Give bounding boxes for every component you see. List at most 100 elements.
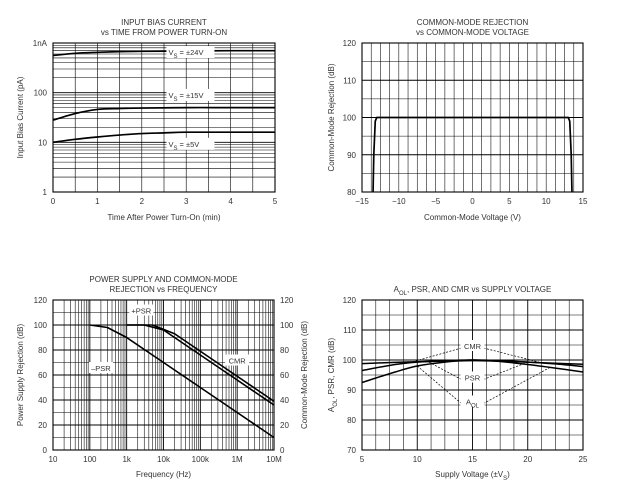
y2-tick-label: 100 — [280, 321, 294, 330]
x-tick-label: −10 — [392, 197, 406, 206]
y-tick-label: 100 — [34, 321, 48, 330]
plot-frame — [52, 42, 276, 193]
chart-title: COMMON-MODE REJECTION — [417, 18, 529, 27]
x-tick-label: 1 — [95, 197, 100, 206]
series-label: PSR — [465, 374, 481, 383]
series-label-bg — [129, 304, 154, 316]
y-tick-label: 1nA — [33, 39, 48, 48]
chart-aol-psr-cmr-vs-supply: AOL, PSR, AND CMR vs SUPPLY VOLTAGE 5 10 15… — [327, 285, 588, 482]
x-tick-label: 25 — [579, 455, 588, 464]
chart-title: POWER SUPPLY AND COMMON-MODE — [89, 275, 237, 284]
series-label: AOL — [466, 398, 480, 410]
y-tick-label: 1 — [43, 188, 48, 197]
x-tick-label: 15 — [468, 455, 477, 464]
series-label-bg — [460, 395, 485, 407]
y2-tick-label: 120 — [280, 296, 294, 305]
series-line — [89, 324, 275, 439]
series-label: VS = ±5V — [168, 140, 199, 152]
y2-tick-label: 80 — [280, 346, 289, 355]
series-line — [126, 324, 275, 402]
y-tick-label: 120 — [343, 39, 357, 48]
y-tick-label: 20 — [38, 421, 47, 430]
y-axis-label: Common-Mode Rejection (dB) — [327, 63, 336, 171]
x-tick-label: 5 — [507, 197, 512, 206]
y-tick-label: 100 — [34, 89, 48, 98]
x-tick-label: 2 — [140, 197, 145, 206]
y-tick-label: 0 — [43, 446, 48, 455]
y-tick-label: 90 — [347, 151, 356, 160]
y-tick-label: 40 — [38, 396, 47, 405]
y-axis-label: AOL, PSR, CMR (dB) — [327, 338, 339, 413]
plot-frame — [52, 299, 275, 451]
series-label: +PSR — [131, 307, 151, 316]
chart-subtitle: REJECTION vs FREQUENCY — [109, 285, 218, 294]
y-axis-label: Input Bias Current (pA) — [16, 76, 25, 158]
y2-tick-label: 60 — [280, 371, 289, 380]
y-tick-label: 100 — [343, 114, 357, 123]
y2-tick-label: 0 — [280, 446, 285, 455]
x-tick-label: 15 — [579, 197, 588, 206]
y-tick-label: 110 — [343, 326, 356, 335]
series-line — [52, 49, 276, 57]
leader-line — [483, 361, 528, 380]
x-tick-label: −5 — [431, 197, 441, 206]
chart-subtitle: vs COMMON-MODE VOLTAGE — [416, 28, 529, 37]
y-tick-label: 90 — [347, 386, 356, 395]
leader-line — [417, 365, 462, 404]
chart-subtitle: vs TIME FROM POWER TURN-ON — [101, 28, 228, 37]
x-tick-label: 10M — [266, 455, 282, 464]
series-line — [372, 116, 573, 193]
x-tick-label: 1M — [232, 455, 243, 464]
series-line — [52, 131, 275, 144]
series-label: CMR — [229, 357, 247, 366]
y-tick-label: 80 — [38, 346, 47, 355]
x-tick-label: −15 — [355, 197, 369, 206]
series-label-bg — [88, 362, 113, 373]
series-label-bg — [166, 88, 215, 101]
leader-line — [483, 367, 551, 404]
plot-frame — [361, 42, 584, 193]
series-label-bg — [166, 137, 215, 150]
x-tick-label: 20 — [523, 455, 532, 464]
y2-tick-label: 40 — [280, 396, 289, 405]
series-line — [361, 359, 584, 384]
x-tick-label: 10 — [413, 455, 422, 464]
series-label: VS = ±24V — [168, 48, 203, 60]
x-tick-label: 5 — [360, 455, 365, 464]
x-axis-label: Frequency (Hz) — [136, 470, 191, 479]
series-label: VS = ±15V — [168, 91, 203, 103]
x-tick-label: 1k — [122, 455, 131, 464]
x-tick-label: 0 — [470, 197, 475, 206]
series-label-bg — [166, 46, 215, 59]
x-tick-label: 3 — [184, 197, 189, 206]
chart-title: AOL, PSR, AND CMR vs SUPPLY VOLTAGE — [394, 285, 552, 297]
y-tick-label: 80 — [347, 188, 356, 197]
series-label-bg — [460, 340, 485, 351]
x-tick-label: 10k — [157, 455, 171, 464]
series-label-bg — [460, 371, 485, 383]
series-label-bg — [225, 354, 250, 366]
series-line — [52, 106, 275, 121]
x-axis-label: Common-Mode Voltage (V) — [424, 213, 521, 222]
y-tick-label: 120 — [343, 296, 357, 305]
x-tick-label: 100k — [192, 455, 210, 464]
y-tick-label: 110 — [343, 76, 356, 85]
series-label: CMR — [464, 342, 482, 351]
plot-frame — [361, 299, 584, 451]
x-tick-label: 100 — [83, 455, 97, 464]
x-tick-label: 4 — [228, 197, 233, 206]
x-tick-label: 5 — [273, 197, 278, 206]
chart-title: INPUT BIAS CURRENT — [121, 18, 207, 27]
y-tick-label: 10 — [38, 138, 47, 147]
y-tick-label: 70 — [347, 446, 356, 455]
y-tick-label: 80 — [347, 416, 356, 425]
leader-line — [428, 361, 462, 380]
x-axis-label: Supply Voltage (±VS) — [435, 470, 510, 482]
x-axis-label: Time After Power Turn-On (min) — [107, 213, 220, 222]
x-tick-label: 0 — [51, 197, 56, 206]
x-tick-label: 10 — [49, 455, 58, 464]
